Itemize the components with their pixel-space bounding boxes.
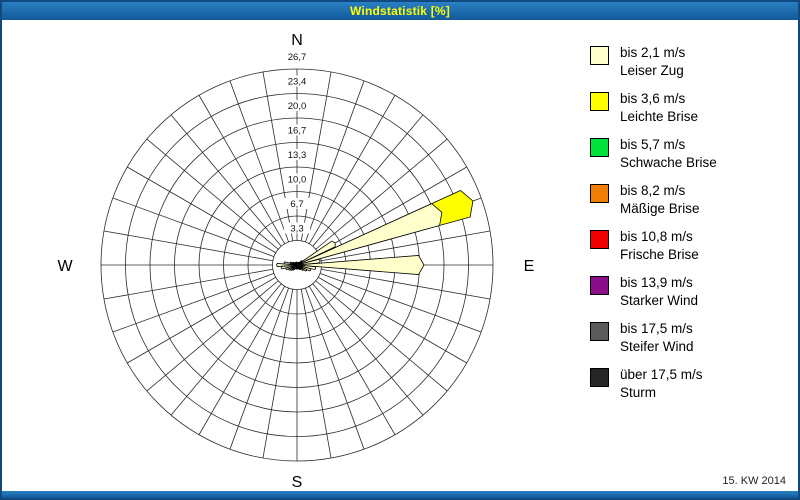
- wind-petal: [296, 255, 425, 275]
- grid-spoke: [127, 166, 276, 254]
- legend-label: bis 10,8 m/s Frische Brise: [620, 229, 699, 262]
- compass-label-w: W: [57, 258, 73, 275]
- legend-label: bis 5,7 m/s Schwache Brise: [620, 137, 717, 170]
- tick-label-bg: [284, 75, 310, 87]
- tick-label-bg: [284, 100, 310, 111]
- legend-label: bis 17,5 m/s Steifer Wind: [620, 321, 694, 354]
- date-label: 15. KW 2014: [722, 475, 786, 487]
- legend-label: bis 13,9 m/s Starker Wind: [620, 275, 699, 308]
- legend-swatch: [590, 92, 609, 111]
- grid-spoke: [315, 280, 448, 392]
- legend-swatch: [590, 276, 609, 295]
- compass-label-s: S: [292, 474, 303, 491]
- radial-tick-label: 3,3: [290, 224, 303, 235]
- wind-rose-chart: 3,3 6,7 10,0 13,3 16,7 20,0 23,4 26,7 N E S W: [57, 32, 535, 491]
- legend-swatch: [590, 184, 609, 203]
- legend-item: bis 13,9 m/s Starker Wind: [590, 274, 717, 310]
- grid-spoke: [300, 289, 332, 459]
- legend-swatch: [590, 138, 609, 157]
- grid-spoke: [312, 114, 424, 247]
- legend: bis 2,1 m/s Leiser Zug bis 3,6 m/s Leichte …: [590, 44, 717, 412]
- compass-label-e: E: [524, 258, 535, 275]
- grid-spoke: [103, 230, 273, 262]
- grid-spoke: [312, 283, 424, 416]
- radial-tick-label: 13,3: [288, 150, 307, 161]
- legend-item: über 17,5 m/s Sturm: [590, 366, 717, 402]
- legend-swatch: [590, 46, 609, 65]
- grid-spoke: [170, 283, 282, 416]
- radial-tick-label: 20,0: [288, 101, 307, 112]
- title-bar: Windstatistik [%]: [2, 2, 798, 20]
- legend-label: bis 8,2 m/s Mäßige Brise: [620, 183, 700, 216]
- tick-label-bg: [284, 51, 310, 62]
- grid-spoke: [315, 138, 448, 250]
- wind-petal: [275, 263, 298, 267]
- legend-swatch: [590, 322, 609, 341]
- legend-item: bis 10,8 m/s Frische Brise: [590, 228, 717, 264]
- legend-item: bis 2,1 m/s Leiser Zug: [590, 44, 717, 80]
- legend-swatch: [590, 368, 609, 387]
- tick-label-bg: [284, 149, 310, 160]
- tick-label-bg: [284, 124, 310, 136]
- grid-spoke: [305, 80, 365, 243]
- grid-spoke: [308, 95, 396, 244]
- grid-spoke: [198, 286, 286, 435]
- radial-tick-label: 6,7: [290, 199, 303, 210]
- grid-spoke: [308, 286, 396, 435]
- grid-spoke: [229, 80, 289, 243]
- compass-label-n: N: [291, 32, 303, 49]
- grid-spoke: [146, 138, 279, 250]
- legend-label: bis 3,6 m/s Leichte Brise: [620, 91, 699, 124]
- wind-petal: [296, 203, 443, 266]
- legend-label: bis 2,1 m/s Leiser Zug: [620, 45, 686, 78]
- legend-item: bis 5,7 m/s Schwache Brise: [590, 136, 717, 172]
- legend-item: bis 3,6 m/s Leichte Brise: [590, 90, 717, 126]
- grid-spoke: [127, 276, 276, 364]
- grid-spoke: [318, 276, 467, 364]
- wind-petal: [296, 240, 336, 266]
- grid-spoke: [300, 71, 332, 241]
- grid-spoke: [305, 287, 365, 450]
- legend-item: bis 17,5 m/s Steifer Wind: [590, 320, 717, 356]
- wind-petal: [295, 261, 298, 266]
- window-title: Windstatistik [%]: [350, 4, 450, 18]
- grid-spoke: [262, 71, 294, 241]
- grid-spoke: [318, 166, 467, 254]
- grid-spoke: [112, 273, 275, 333]
- grid-spoke: [112, 197, 275, 257]
- tick-label-bg: [284, 222, 310, 234]
- grid-spoke: [229, 287, 289, 450]
- radial-tick-label: 23,4: [288, 77, 307, 88]
- footer-bar: [2, 491, 798, 498]
- grid-spoke: [146, 280, 279, 392]
- grid-spoke: [262, 289, 294, 459]
- legend-item: bis 8,2 m/s Mäßige Brise: [590, 182, 717, 218]
- grid-spoke: [321, 268, 491, 300]
- grid-spoke: [198, 95, 286, 244]
- grid-spoke: [321, 230, 491, 262]
- radial-tick-label: 16,7: [288, 126, 307, 137]
- radial-tick-label: 10,0: [288, 175, 307, 186]
- legend-label: über 17,5 m/s Sturm: [620, 367, 703, 400]
- legend-swatch: [590, 230, 609, 249]
- grid-spoke: [103, 268, 273, 300]
- tick-label-bg: [284, 198, 310, 209]
- grid-spoke: [319, 273, 482, 333]
- radial-tick-label: 26,7: [288, 52, 307, 63]
- tick-label-bg: [284, 173, 310, 185]
- grid-spoke: [170, 114, 282, 247]
